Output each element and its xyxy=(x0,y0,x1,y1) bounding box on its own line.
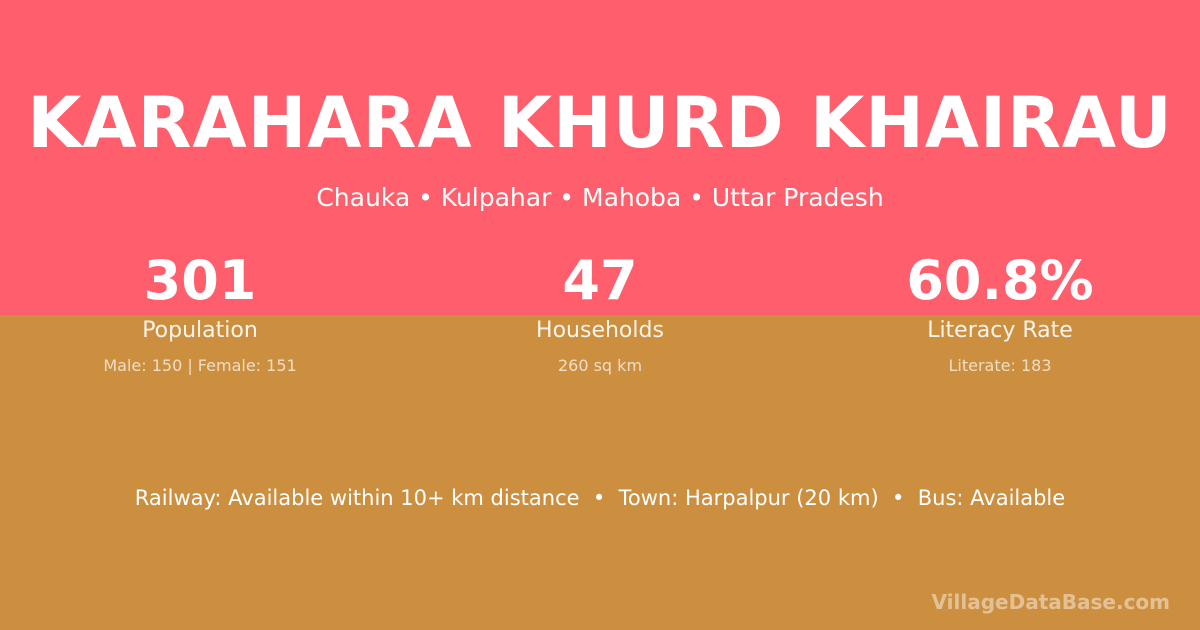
stat-detail: Male: 150 | Female: 151 xyxy=(103,356,297,375)
stat-value: 47 xyxy=(562,249,638,312)
stat-label: Households xyxy=(536,318,664,343)
stat-detail: 260 sq km xyxy=(557,356,643,375)
stat-label: Population xyxy=(142,318,258,343)
stat: 47 Households 260 sq km xyxy=(400,248,800,375)
subtitle: Chauka • Kulpahar • Mahoba • Uttar Prade… xyxy=(316,183,884,212)
stat: 301 Population Male: 150 | Female: 151 xyxy=(0,248,400,375)
title: KARAHARA KHURD KHAIRAU xyxy=(27,82,1173,164)
footer[interactable]: VillageDataBase.com xyxy=(931,590,1170,614)
stat-value: 301 xyxy=(143,249,257,312)
stat-value: 60.8% xyxy=(906,249,1094,312)
stat-detail: Literate: 183 xyxy=(948,356,1052,375)
header-band xyxy=(0,0,1200,315)
facilities: Railway: Available within 10+ km distanc… xyxy=(134,486,1066,510)
stat: 60.8% Literacy Rate Literate: 183 xyxy=(800,248,1200,375)
stat-label: Literacy Rate xyxy=(927,318,1073,343)
